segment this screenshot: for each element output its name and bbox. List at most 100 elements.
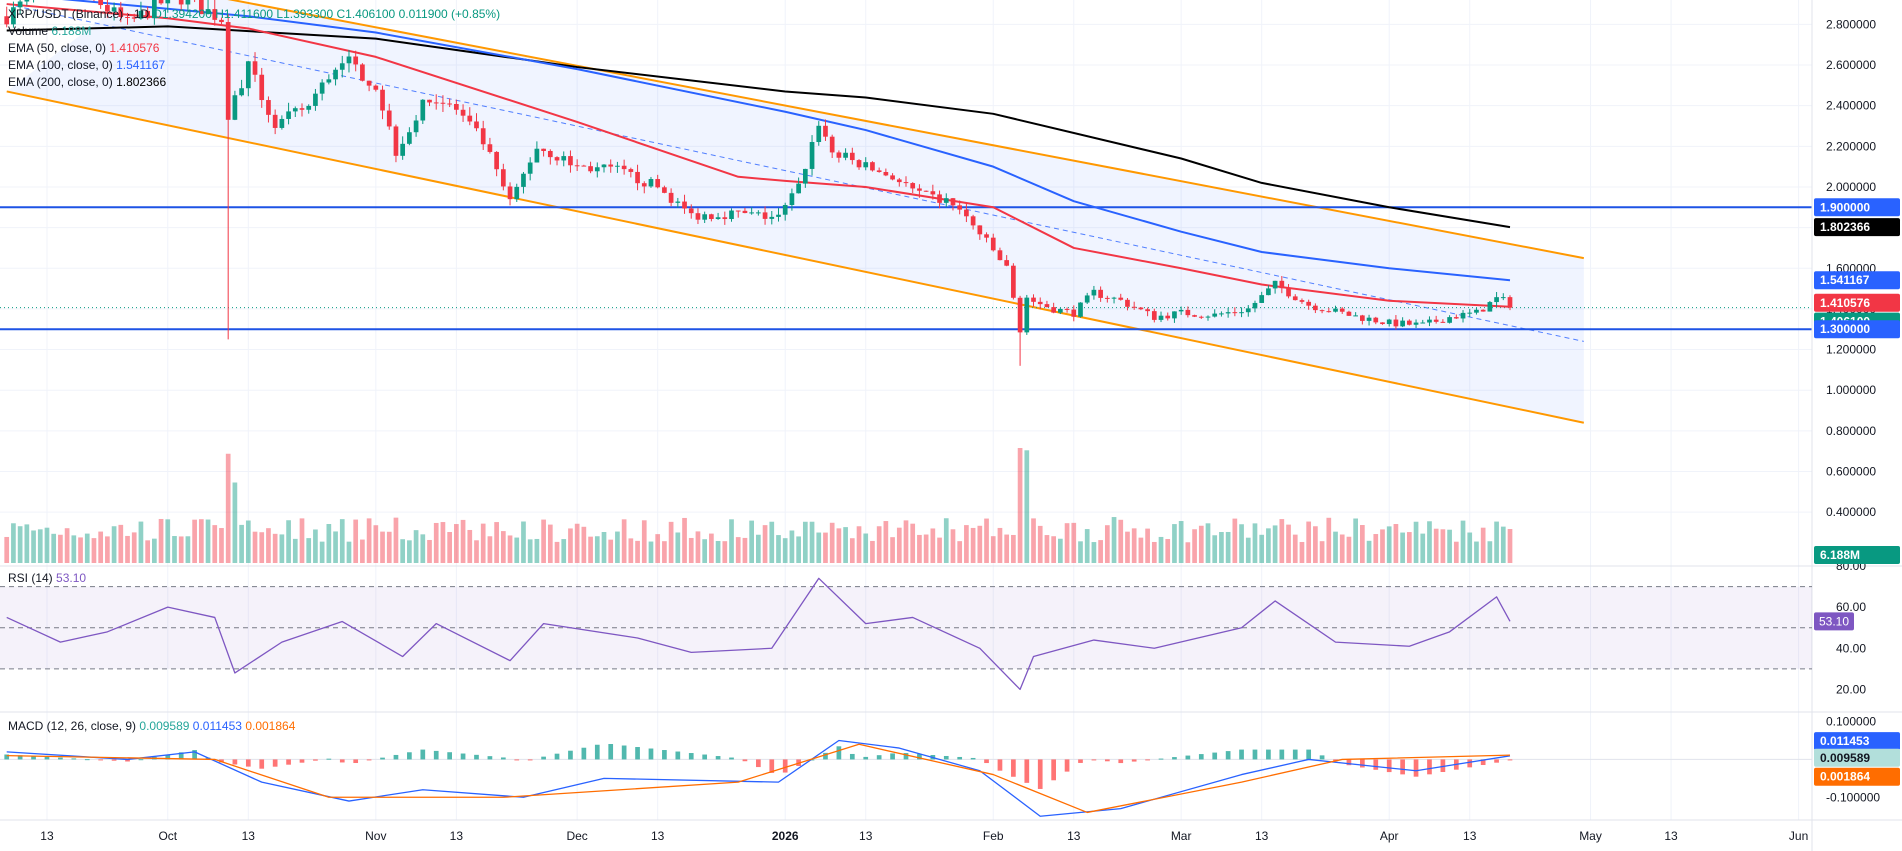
volume-bar <box>1225 531 1231 563</box>
macd-legend: MACD (12, 26, close, 9) 0.009589 0.01145… <box>8 719 296 733</box>
candle-body <box>313 93 318 106</box>
candle-body <box>541 148 546 151</box>
volume-bar <box>1447 529 1452 563</box>
candle-body <box>816 125 822 143</box>
macd-histogram-bar <box>568 750 573 760</box>
macd-histogram-bar <box>1091 759 1097 761</box>
volume-bar <box>44 527 50 563</box>
candle-body <box>1138 307 1144 310</box>
volume-bar <box>1091 542 1097 563</box>
macd-histogram-bar <box>1172 757 1177 760</box>
low-value: L1.393300 <box>276 7 333 21</box>
candle-body <box>1004 260 1010 266</box>
volume-bar <box>299 518 305 563</box>
candle-body <box>937 194 942 203</box>
candle-body <box>547 150 553 158</box>
volume-bar <box>346 541 352 563</box>
candle-body <box>1098 289 1103 298</box>
volume-bar <box>1433 528 1439 563</box>
candle-body <box>1406 320 1412 325</box>
candle-body <box>876 170 882 173</box>
candles[interactable] <box>4 0 1513 366</box>
candle-body <box>1084 295 1090 303</box>
candle-body <box>997 250 1003 261</box>
candle-body <box>98 0 104 6</box>
macd-histogram-bar <box>1225 751 1231 760</box>
candle-body <box>1158 315 1164 320</box>
volume-bar <box>762 525 768 563</box>
candle-body <box>702 214 708 220</box>
candle-body <box>212 9 218 20</box>
volume-bar <box>467 529 473 563</box>
volume-bar <box>1460 520 1466 563</box>
time-axis[interactable]: 13 Oct 13 Nov 13 Dec 13 2026 13 Feb 13 Mar 13 Apr 13 Ma… <box>40 829 1808 843</box>
volume-bar <box>1071 522 1077 563</box>
volume-bar <box>903 520 909 563</box>
macd-histogram-bar <box>702 754 708 760</box>
candle-body <box>319 82 325 94</box>
candle-body <box>802 168 808 184</box>
volume-bar <box>1333 531 1338 563</box>
volume-bar <box>668 521 674 563</box>
volume-bar <box>480 523 486 563</box>
price-tag <box>1814 271 1900 290</box>
candle-body <box>581 165 587 167</box>
macd-histogram-bar <box>621 745 627 760</box>
candle-body <box>494 151 499 170</box>
volume-bar <box>1366 540 1372 563</box>
macd-histogram-bar <box>259 759 265 769</box>
time-tick-label: Dec <box>566 829 587 843</box>
rsi-value-tag-label: 53.10 <box>1819 614 1849 628</box>
candle-body <box>977 225 983 235</box>
macd-histogram-bar <box>1011 759 1016 777</box>
volume-bar <box>487 536 493 563</box>
volume-bar <box>232 482 238 563</box>
volume-bar <box>957 541 963 563</box>
macd-histogram-bar <box>756 759 761 768</box>
volume-bar <box>165 519 171 563</box>
candle-body <box>1239 312 1244 314</box>
macd-histogram-bar <box>849 753 855 760</box>
macd-histogram-bar <box>353 759 359 764</box>
macd-histogram-bar <box>943 755 949 760</box>
candle-body <box>1319 310 1325 312</box>
horizontal-levels <box>0 206 1812 331</box>
candle-body <box>118 7 124 18</box>
macd-histogram-bar <box>1266 749 1271 760</box>
macd-histogram-bar <box>836 746 842 760</box>
volume-bar <box>554 541 560 563</box>
candle-body <box>735 210 741 212</box>
candle-body <box>950 198 956 206</box>
macd-histogram-bar <box>890 753 895 760</box>
macd-value-tag-label: 0.009589 <box>1820 751 1870 765</box>
price-tick-label: 2.000000 <box>1826 180 1876 194</box>
rsi-pane[interactable] <box>0 577 1812 691</box>
macd-histogram-bar <box>1185 755 1191 760</box>
candle-body <box>447 103 452 105</box>
volume-bar <box>1266 528 1271 563</box>
candle-body <box>782 204 788 215</box>
macd-histogram-bar <box>1360 759 1365 768</box>
timeframe: 1D <box>134 7 150 21</box>
volume-bar <box>608 539 614 563</box>
ema100-line <box>61 0 1511 282</box>
macd-pane[interactable] <box>0 739 1812 817</box>
candle-body <box>467 115 473 122</box>
volume-bar <box>306 538 312 563</box>
candle-body <box>829 136 835 153</box>
volume-bar <box>1299 541 1305 563</box>
volume-bar <box>178 536 184 563</box>
volume-bar <box>198 519 204 563</box>
volume-bar <box>407 540 412 563</box>
candle-body <box>641 183 647 187</box>
candle-body <box>1326 311 1332 313</box>
volume-bar <box>561 539 567 563</box>
volume-bar <box>1453 541 1459 563</box>
channel-midline <box>6 3 1584 342</box>
macd-histogram-bar <box>514 759 520 761</box>
volume-bar <box>782 538 788 563</box>
macd-histogram-bar <box>1239 749 1244 760</box>
candle-body <box>326 79 332 83</box>
